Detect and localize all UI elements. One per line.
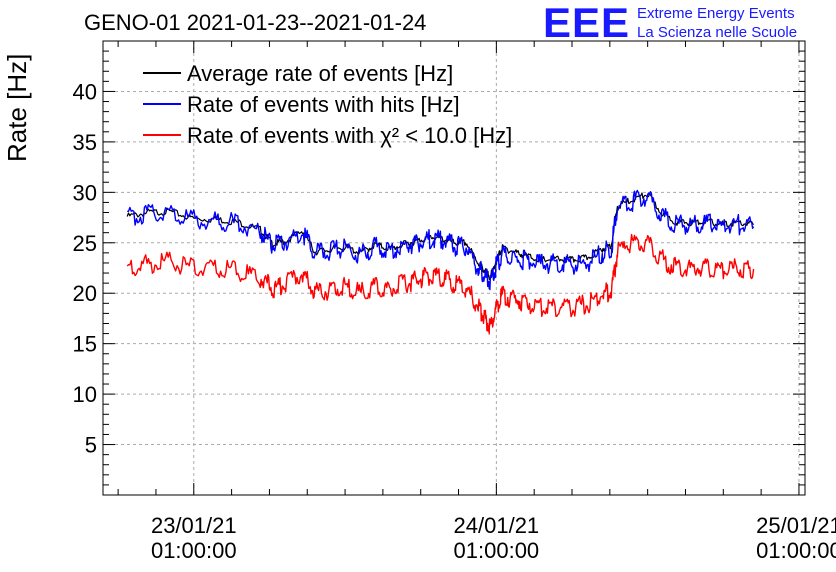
- series-line: [127, 189, 755, 291]
- y-tick-label: 40: [73, 79, 97, 104]
- y-tick-label: 5: [85, 433, 97, 458]
- y-tick-label: 20: [73, 281, 97, 306]
- legend-label: Rate of events with hits [Hz]: [187, 92, 460, 117]
- org-line-1: Extreme Energy Events: [637, 5, 795, 22]
- eee-org-text: Extreme Energy Events La Scienza nelle S…: [637, 4, 797, 42]
- x-tick-label-time: 01:00:00: [756, 538, 836, 563]
- org-line-2: La Scienza nelle Scuole: [637, 24, 798, 41]
- eee-logo: EEE: [543, 0, 631, 46]
- x-tick-label-date: 24/01/21: [454, 513, 540, 538]
- legend-label: Average rate of events [Hz]: [187, 61, 453, 86]
- x-tick-label-time: 01:00:00: [454, 538, 540, 563]
- y-tick-label: 25: [73, 231, 97, 256]
- y-tick-label: 10: [73, 382, 97, 407]
- y-tick-label: 15: [73, 332, 97, 357]
- plot-frame: [102, 40, 806, 496]
- y-tick-label: 35: [73, 130, 97, 155]
- y-tick-label: 30: [73, 180, 97, 205]
- legend-label: Rate of events with χ² < 10.0 [Hz]: [187, 123, 512, 148]
- chart-title: GENO-01 2021-01-23--2021-01-24: [84, 10, 427, 35]
- x-tick-label-time: 01:00:00: [151, 538, 237, 563]
- x-tick-label-date: 23/01/21: [151, 513, 237, 538]
- series-line: [126, 192, 755, 281]
- series-line: [126, 233, 755, 335]
- x-tick-label-date: 25/01/21: [756, 513, 836, 538]
